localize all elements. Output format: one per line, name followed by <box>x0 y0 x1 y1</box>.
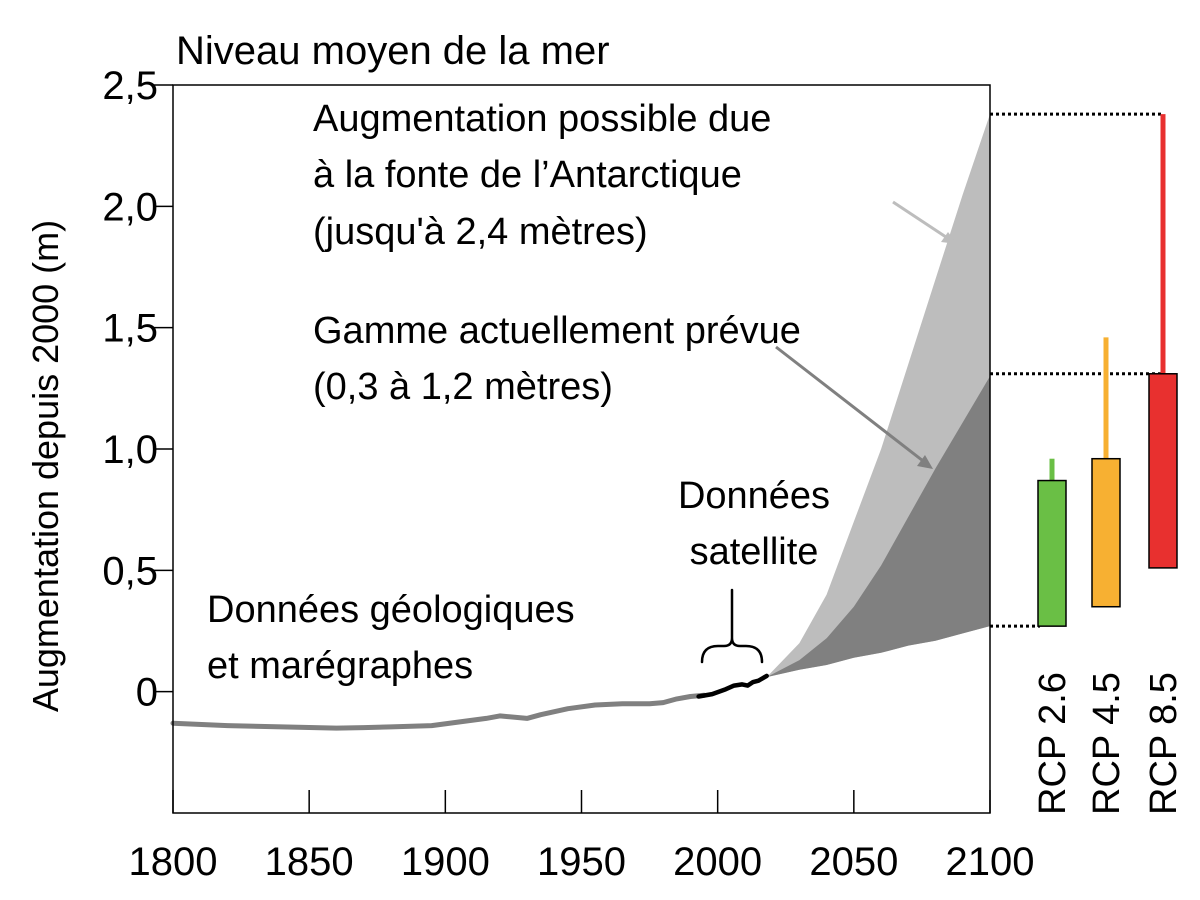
observation-lines <box>170 673 769 731</box>
rcp-bar-1 <box>1037 479 1067 627</box>
x-tick-label-2100: 2100 <box>946 840 1035 884</box>
y-axis-label: Augmentation depuis 2000 (m) <box>25 220 66 712</box>
rcp-label-2: RCP 4.5 <box>1086 672 1128 815</box>
arrow-antarctic-head <box>941 232 957 244</box>
annotation-satellite-line-1: Données <box>678 475 830 517</box>
x-tick-label-1850: 1850 <box>265 840 354 884</box>
annotation-antarctic-line-2: à la fonte de l’Antarctique <box>313 154 742 196</box>
chart-title: Niveau moyen de la mer <box>176 29 610 73</box>
reference-dotted-lines <box>990 112 1163 628</box>
annotation-antarctic-line-3: (jusqu'à 2,4 mètres) <box>313 211 648 253</box>
observation-line-2 <box>696 673 769 699</box>
x-tick-label-2050: 2050 <box>809 840 898 884</box>
rcp-label-1: RCP 2.6 <box>1032 672 1074 815</box>
y-tick-label-0: 0 <box>136 671 158 715</box>
annotation-projected-line-1: Gamme actuellement prévue <box>313 310 801 352</box>
y-tick-label-4: 2,0 <box>102 185 158 229</box>
y-tick-label-5: 2,5 <box>102 64 158 108</box>
arrow-projected-head <box>917 455 933 469</box>
rcp-bars: RCP 2.6 RCP 4.5 RCP 8.5 <box>1032 114 1185 815</box>
observation-line-1 <box>170 692 707 731</box>
x-tick-label-1950: 1950 <box>537 840 626 884</box>
y-tick-label-1: 0,5 <box>102 549 158 593</box>
x-tick-label-2000: 2000 <box>673 840 762 884</box>
rcp-bar-3 <box>1148 373 1178 569</box>
annotation-projected-line-2: (0,3 à 1,2 mètres) <box>313 366 613 408</box>
annotation-antarctic-line-1: Augmentation possible due <box>313 98 771 140</box>
y-tick-label-3: 1,5 <box>102 307 158 351</box>
x-tick-label-1800: 1800 <box>129 840 218 884</box>
axes: 1800 1850 1900 1950 2000 2050 2100 0 0,5 1,0 1,5 2,… <box>102 64 1034 884</box>
rcp-label-3: RCP 8.5 <box>1143 672 1185 815</box>
annotation-geological-line-1: Données géologiques <box>207 589 575 631</box>
projection-bands <box>766 114 990 678</box>
y-tick-label-2: 1,0 <box>102 428 158 472</box>
satellite-brace <box>700 588 764 664</box>
annotation-satellite-line-2: satellite <box>690 531 819 573</box>
rcp-bar-2 <box>1091 457 1121 608</box>
x-tick-label-1900: 1900 <box>401 840 490 884</box>
arrow-projected <box>775 345 928 466</box>
projection-band-2 <box>766 376 990 678</box>
annotation-geological-line-2: et marégraphes <box>207 645 473 687</box>
arrow-antarctic <box>892 200 953 243</box>
